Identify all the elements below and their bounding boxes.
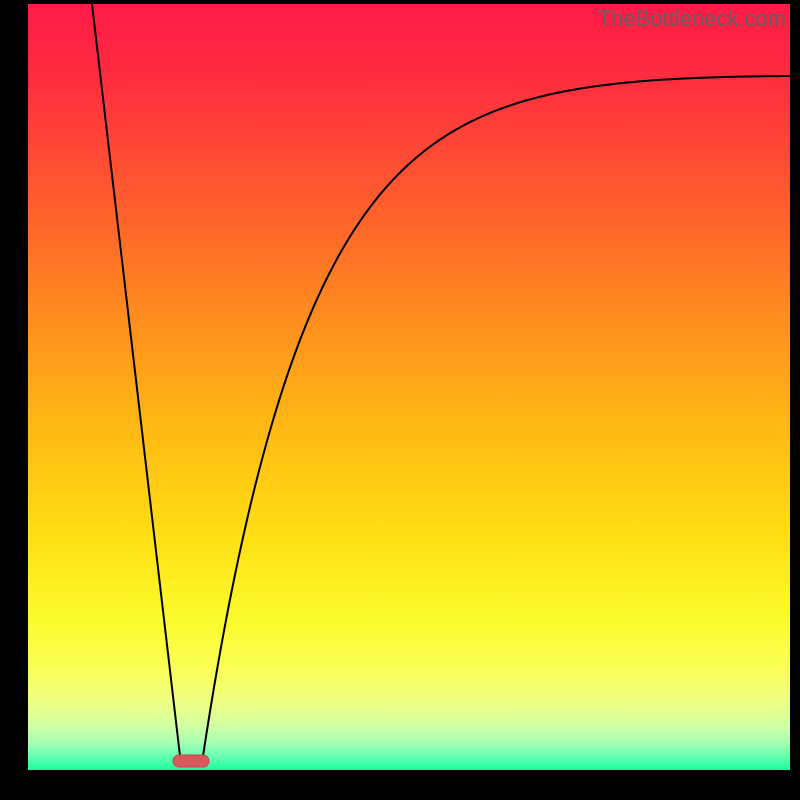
plot-area xyxy=(28,4,790,770)
chart-container: TheBottleneck.com xyxy=(0,0,800,800)
watermark-text: TheBottleneck.com xyxy=(598,6,786,32)
gradient-background xyxy=(28,4,790,770)
optimum-marker xyxy=(173,755,209,767)
bottleneck-chart xyxy=(28,4,790,770)
